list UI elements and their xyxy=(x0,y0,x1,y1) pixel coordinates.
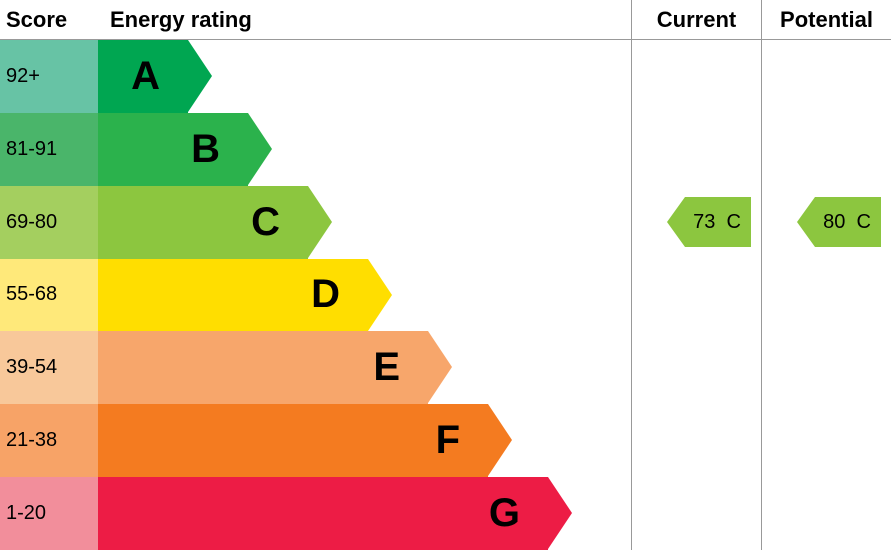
score-cell: 39-54 xyxy=(0,331,98,404)
rating-row: 55-68 D xyxy=(0,259,891,332)
arrow-notch-icon xyxy=(797,197,815,247)
current-col: 73 C xyxy=(631,186,761,259)
header-rating: Energy rating xyxy=(98,0,631,39)
current-col xyxy=(631,331,761,404)
score-cell: 69-80 xyxy=(0,186,98,259)
current-col xyxy=(631,477,761,550)
header-score: Score xyxy=(0,0,98,39)
bar-area: D xyxy=(98,259,631,332)
score-cell: 1-20 xyxy=(0,477,98,550)
current-col xyxy=(631,40,761,113)
rating-letter: D xyxy=(311,272,340,317)
rating-letter: C xyxy=(251,200,280,245)
rating-bar: A xyxy=(98,40,188,113)
potential-col xyxy=(761,404,891,477)
rating-row: 1-20 G xyxy=(0,477,891,550)
tag-letter: C xyxy=(857,211,871,234)
current-tag: 73 C xyxy=(685,197,751,247)
header-row: Score Energy rating Current Potential xyxy=(0,0,891,40)
arrow-notch-icon xyxy=(667,197,685,247)
potential-col xyxy=(761,331,891,404)
bar-area: B xyxy=(98,113,631,186)
potential-col: 80 C xyxy=(761,186,891,259)
potential-col xyxy=(761,477,891,550)
rating-bar: F xyxy=(98,404,488,477)
header-potential: Potential xyxy=(761,0,891,39)
rating-bar: G xyxy=(98,477,548,550)
current-col xyxy=(631,113,761,186)
energy-rating-chart: Score Energy rating Current Potential 92… xyxy=(0,0,891,550)
current-col xyxy=(631,259,761,332)
header-current: Current xyxy=(631,0,761,39)
rating-rows: 92+A81-91B69-80C73 C80 C55-68D39-54E21-3… xyxy=(0,40,891,550)
score-cell: 55-68 xyxy=(0,259,98,332)
score-cell: 92+ xyxy=(0,40,98,113)
rating-letter: G xyxy=(489,491,520,536)
rating-bar: D xyxy=(98,259,368,332)
potential-col xyxy=(761,259,891,332)
rating-bar: E xyxy=(98,331,428,404)
current-col xyxy=(631,404,761,477)
bar-area: E xyxy=(98,331,631,404)
rating-letter: E xyxy=(373,345,400,390)
potential-col xyxy=(761,113,891,186)
bar-area: G xyxy=(98,477,631,550)
potential-tag: 80 C xyxy=(815,197,881,247)
rating-row: 92+ A xyxy=(0,40,891,113)
rating-row: 69-80C73 C80 C xyxy=(0,186,891,259)
tag-value: 80 xyxy=(823,211,845,234)
bar-area: A xyxy=(98,40,631,113)
rating-bar: C xyxy=(98,186,308,259)
potential-col xyxy=(761,40,891,113)
rating-row: 39-54 E xyxy=(0,331,891,404)
bar-area: C xyxy=(98,186,631,259)
rating-letter: F xyxy=(436,418,460,463)
tag-value: 73 xyxy=(693,211,715,234)
rating-letter: A xyxy=(131,54,160,99)
rating-bar: B xyxy=(98,113,248,186)
score-cell: 81-91 xyxy=(0,113,98,186)
bar-area: F xyxy=(98,404,631,477)
rating-row: 81-91 B xyxy=(0,113,891,186)
rating-row: 21-38 F xyxy=(0,404,891,477)
tag-letter: C xyxy=(727,211,741,234)
rating-letter: B xyxy=(191,127,220,172)
score-cell: 21-38 xyxy=(0,404,98,477)
